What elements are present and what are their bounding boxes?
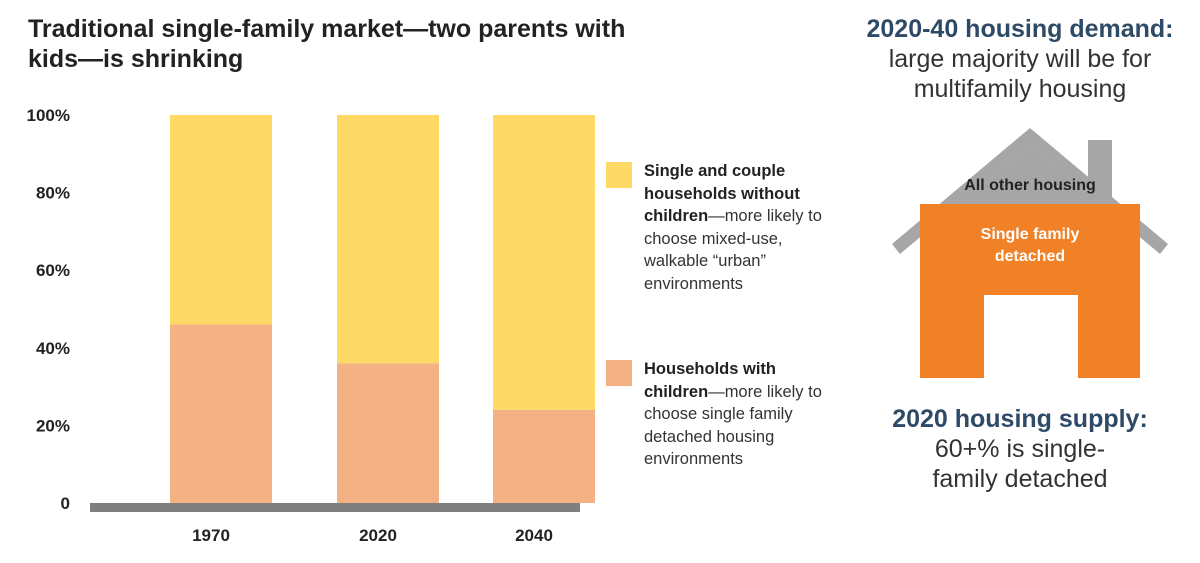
house-illustration (892, 128, 1168, 378)
legend-swatch-children (606, 360, 632, 386)
legend-bold-children: Households with children (644, 360, 776, 401)
bar-1970-series-0 (170, 324, 272, 503)
y-axis-ticks: 0 20% 40% 60% 80% 100% (27, 106, 70, 513)
y-tick-label: 60% (36, 261, 70, 280)
y-tick-label: 0 (61, 494, 70, 513)
x-tick-label: 2040 (515, 526, 553, 545)
demand-callout: 2020-40 housing demand: large majority w… (840, 14, 1200, 104)
house-body-label: Single family detached (980, 226, 1080, 265)
y-tick-label: 100% (27, 106, 70, 125)
legend-rest-no-children: —more likely to choose mixed-use, walkab… (644, 207, 822, 293)
demand-text: large majority will be for multifamily h… (888, 45, 1152, 103)
x-axis-ticks: 1970 2020 2040 (192, 526, 553, 545)
y-tick-label: 40% (36, 339, 70, 358)
legend-swatch-no-children (606, 162, 632, 188)
supply-callout: 2020 housing supply: 60+% is single-fami… (840, 404, 1200, 494)
supply-heading: 2020 housing supply: (892, 405, 1148, 433)
bar-1970-series-1 (170, 115, 272, 325)
house-roof-label: All other housing (964, 177, 1096, 194)
bar-2020-series-1 (337, 115, 439, 364)
y-tick-label: 80% (36, 184, 70, 203)
house-body (920, 258, 1140, 378)
chart-title: Traditional single-family market—two par… (28, 15, 626, 73)
y-tick-label: 20% (36, 416, 70, 435)
bars-group (170, 115, 595, 503)
legend-bold-no-children: Single and couple households without chi… (644, 162, 800, 225)
legend-text-children: Households with children—more likely to … (644, 358, 834, 471)
x-tick-label: 1970 (192, 526, 230, 545)
bar-2020-series-0 (337, 363, 439, 503)
legend-rest-children: —more likely to choose single family det… (644, 382, 822, 469)
house-body-top (920, 204, 1140, 264)
x-axis-line (90, 503, 580, 512)
house-chimney (1088, 140, 1112, 198)
stacked-bar-chart: 0 20% 40% 60% 80% 100% 1970 2020 2040 (27, 106, 595, 545)
x-tick-label: 2020 (359, 526, 397, 545)
supply-text: 60+% is single-family detached (932, 435, 1108, 493)
bar-2040-series-1 (493, 115, 595, 410)
bar-2040-series-0 (493, 409, 595, 503)
demand-heading: 2020-40 housing demand: (866, 15, 1174, 43)
legend-text-no-children: Single and couple households without chi… (644, 160, 834, 295)
